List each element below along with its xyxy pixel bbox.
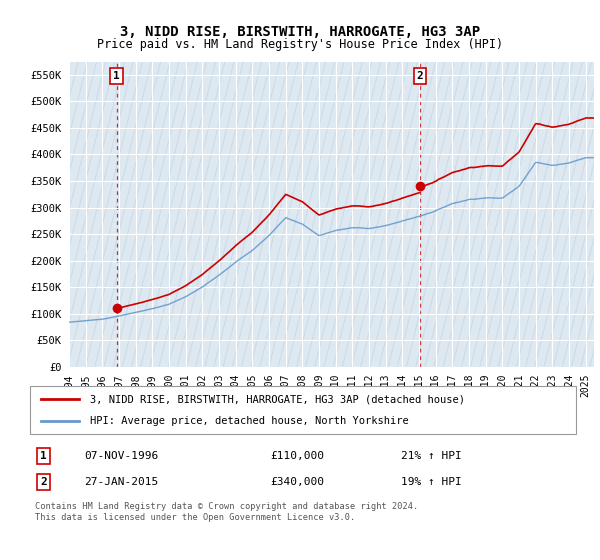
Text: 19% ↑ HPI: 19% ↑ HPI — [401, 477, 462, 487]
Text: 1: 1 — [40, 451, 47, 461]
Text: 3, NIDD RISE, BIRSTWITH, HARROGATE, HG3 3AP: 3, NIDD RISE, BIRSTWITH, HARROGATE, HG3 … — [120, 25, 480, 39]
Text: £340,000: £340,000 — [270, 477, 324, 487]
Text: HPI: Average price, detached house, North Yorkshire: HPI: Average price, detached house, Nort… — [90, 416, 409, 426]
Text: 3, NIDD RISE, BIRSTWITH, HARROGATE, HG3 3AP (detached house): 3, NIDD RISE, BIRSTWITH, HARROGATE, HG3 … — [90, 394, 465, 404]
Text: £110,000: £110,000 — [270, 451, 324, 461]
Text: 2: 2 — [40, 477, 47, 487]
Text: 21% ↑ HPI: 21% ↑ HPI — [401, 451, 462, 461]
Text: This data is licensed under the Open Government Licence v3.0.: This data is licensed under the Open Gov… — [35, 513, 356, 522]
Text: 27-JAN-2015: 27-JAN-2015 — [85, 477, 159, 487]
FancyBboxPatch shape — [30, 386, 576, 434]
Text: 07-NOV-1996: 07-NOV-1996 — [85, 451, 159, 461]
Text: Price paid vs. HM Land Registry's House Price Index (HPI): Price paid vs. HM Land Registry's House … — [97, 38, 503, 50]
Text: Contains HM Land Registry data © Crown copyright and database right 2024.: Contains HM Land Registry data © Crown c… — [35, 502, 419, 511]
Text: 2: 2 — [417, 71, 424, 81]
Text: 1: 1 — [113, 71, 120, 81]
